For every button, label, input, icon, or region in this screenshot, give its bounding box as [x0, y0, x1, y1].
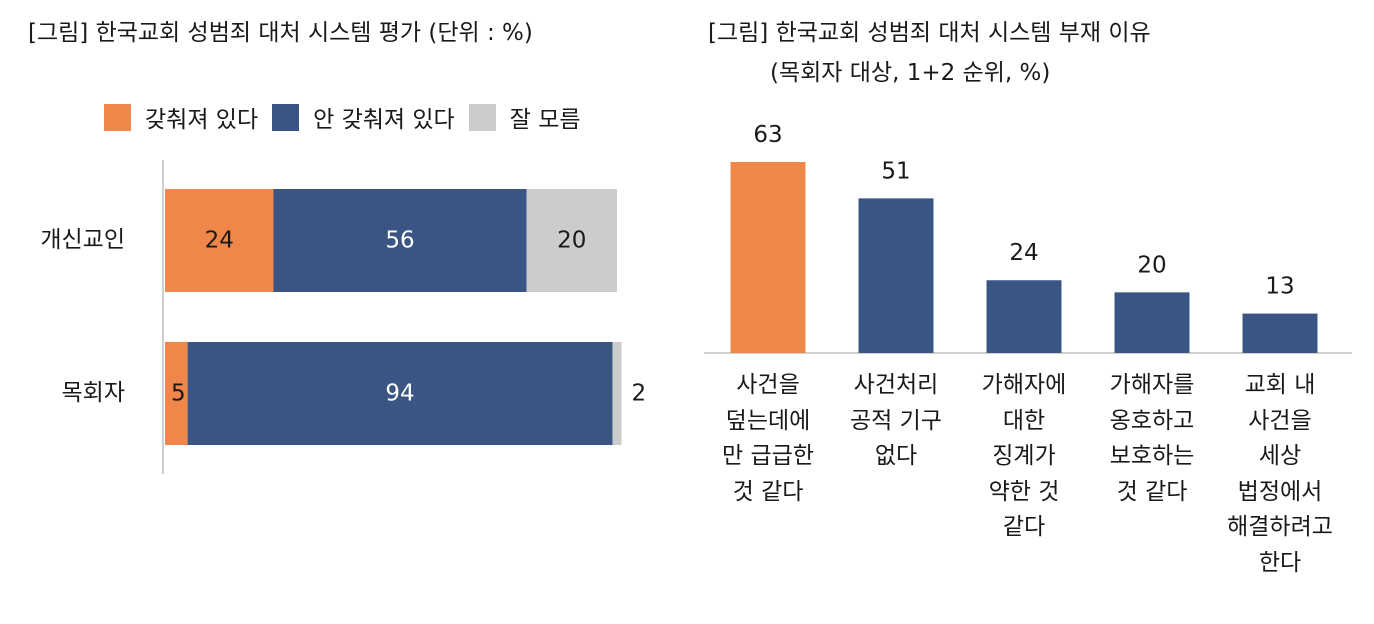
data-label: 56 — [385, 228, 414, 254]
legend-item: 잘 모름 — [468, 100, 581, 134]
data-label: 24 — [1009, 240, 1038, 266]
data-label: 24 — [205, 228, 234, 254]
category-label: 개신교인 — [40, 226, 125, 253]
right-chart-subtitle: (목회자 대상, 1+2 순위, %) — [770, 60, 1051, 86]
right-chart-title: [그림] 한국교회 성범죄 대처 시스템 부재 이유 — [708, 20, 1151, 46]
bar — [1242, 313, 1318, 353]
bar-segment — [273, 189, 527, 292]
bar-segment — [165, 189, 274, 292]
data-label: 2 — [632, 381, 647, 407]
data-label: 20 — [1137, 252, 1166, 278]
data-label: 13 — [1265, 274, 1294, 300]
bar — [858, 198, 934, 353]
legend-item: 갖춰져 있다 — [104, 100, 258, 134]
legend-label: 갖춰져 있다 — [145, 107, 259, 133]
bar — [1114, 292, 1190, 353]
bar — [730, 162, 806, 353]
bar-segment — [165, 342, 188, 445]
legend-label: 잘 모름 — [509, 107, 581, 133]
legend-label: 안 갖춰져 있다 — [313, 107, 455, 133]
legend-item: 안 갖춰져 있다 — [272, 100, 455, 134]
data-label: 5 — [171, 381, 186, 407]
bar — [986, 280, 1062, 353]
data-label: 20 — [557, 228, 586, 254]
data-label: 51 — [881, 158, 910, 184]
bar-segment — [187, 342, 613, 445]
category-label: 교회 내 사건을 세상 법정에서 해결하려고 한다 — [1227, 372, 1333, 576]
left-chart-title: [그림] 한국교회 성범죄 대처 시스템 평가 (단위 : %) — [28, 20, 533, 46]
data-label: 94 — [385, 381, 414, 407]
category-label: 가해자에 대한 징계가 약한 것 같다 — [981, 372, 1067, 540]
legend-swatch — [104, 103, 131, 131]
legend-swatch — [272, 103, 300, 131]
legend-swatch — [468, 103, 496, 131]
category-label: 가해자를 옹호하고 보호하는 것 같다 — [1109, 372, 1195, 505]
left-chart-legend: 갖춰져 있다 안 갖춰져 있다 잘 모름 — [104, 100, 595, 134]
bar-segment — [612, 342, 622, 445]
bar-segment — [526, 189, 617, 292]
category-label: 사건처리 공적 기구 없다 — [850, 372, 942, 469]
category-label: 사건을 덮는데에 만 급급한 것 같다 — [722, 372, 814, 505]
data-label: 63 — [753, 122, 782, 148]
category-label: 목회자 — [61, 379, 125, 406]
